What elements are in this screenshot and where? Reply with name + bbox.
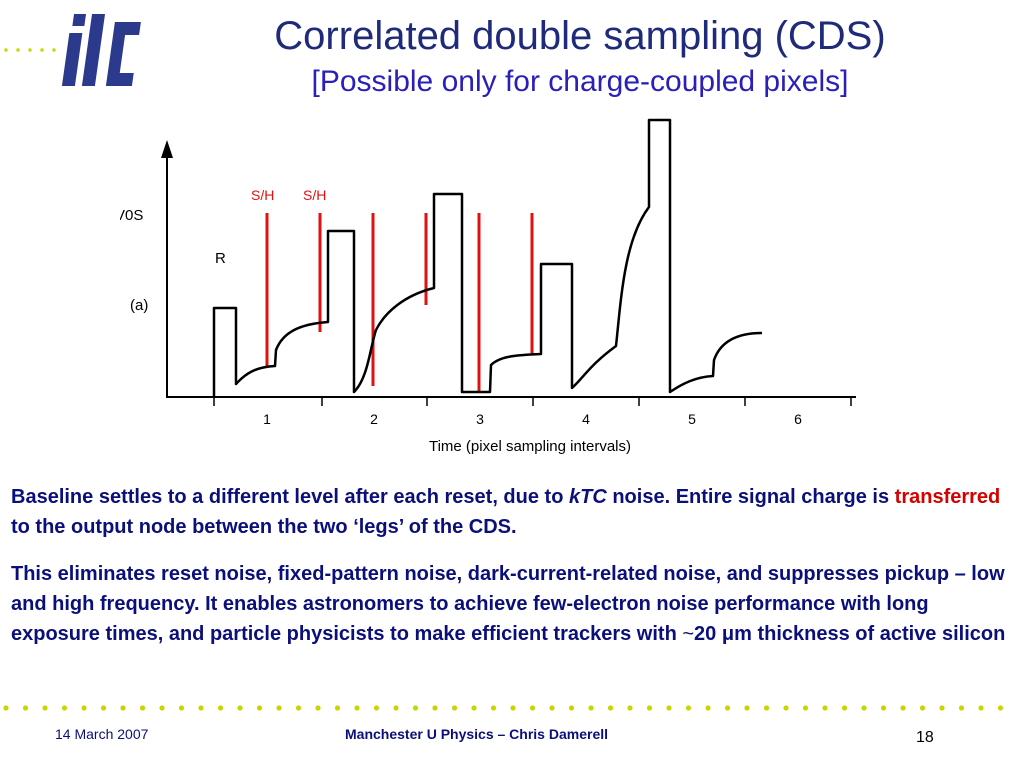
separator-dot <box>61 705 68 711</box>
separator-dot <box>159 705 165 711</box>
separator-dot <box>393 705 399 711</box>
separator-dot <box>627 705 633 711</box>
separator-dot <box>354 705 360 711</box>
x-tick-label: 3 <box>476 411 484 427</box>
separator-dot <box>432 705 438 711</box>
sh-label-1: S/H <box>251 187 274 203</box>
separator-dot <box>3 705 9 711</box>
text-run: noise. Entire signal charge is <box>606 486 895 508</box>
separator-dot <box>724 705 731 711</box>
x-tick-label: 1 <box>263 411 271 427</box>
footer-date: 14 March 2007 <box>55 726 149 742</box>
text-run: 20 <box>694 623 722 645</box>
separator-dot <box>744 705 750 711</box>
separator-dot <box>861 705 867 711</box>
footer-author: Manchester U Physics – Chris Damerell <box>345 726 609 742</box>
x-axis-dividers <box>213 397 852 406</box>
separator-dot <box>822 705 828 711</box>
reset-label: R <box>215 250 226 267</box>
page-number: 18 <box>916 729 934 746</box>
separator-dot <box>880 705 887 711</box>
separator-dot <box>198 705 204 711</box>
footer-dot-separator <box>3 705 1004 711</box>
separator-dot <box>373 705 380 711</box>
text-run: Baseline settles to a different level af… <box>11 486 569 508</box>
separator-dot <box>412 705 419 711</box>
separator-dot <box>939 705 945 711</box>
y-axis-arrow <box>161 140 173 158</box>
x-axis-label: Time (pixel sampling intervals) <box>429 438 631 455</box>
separator-dot <box>217 705 224 711</box>
slide-title: Correlated double sampling (CDS) <box>274 14 886 58</box>
separator-dot <box>490 705 497 711</box>
separator-dot <box>705 705 711 711</box>
separator-dot <box>919 705 926 711</box>
paragraph-noise: This eliminates reset noise, fixed-patte… <box>11 559 1011 649</box>
separator-dot <box>334 705 341 711</box>
separator-dot <box>295 705 302 711</box>
separator-dot <box>178 705 185 711</box>
x-tick-label: 5 <box>688 411 696 427</box>
separator-dot <box>666 705 672 711</box>
separator-dot <box>81 705 87 711</box>
text-run: This eliminates reset noise, fixed-patte… <box>11 563 1005 645</box>
separator-dot <box>978 705 984 711</box>
tilde-symbol: ~ <box>682 623 695 645</box>
separator-dot <box>549 705 555 711</box>
separator-dot <box>646 705 653 711</box>
x-tick-label: 4 <box>582 411 590 427</box>
separator-dot <box>783 705 789 711</box>
separator-dot <box>841 705 848 711</box>
separator-dot <box>120 705 126 711</box>
paragraph-baseline: Baseline settles to a different level af… <box>11 482 1011 542</box>
x-tick-label: 6 <box>794 411 802 427</box>
text-run: m thickness of active silicon <box>734 623 1006 645</box>
x-tick-label: 2 <box>370 411 378 427</box>
logo-text: ilc <box>0 0 15 4</box>
separator-dot <box>139 705 146 711</box>
separator-dot <box>100 705 107 711</box>
slide-subtitle: [Possible only for charge-coupled pixels… <box>311 65 849 98</box>
separator-dot <box>42 705 48 711</box>
separator-dot <box>315 705 321 711</box>
x-tick-labels: 1 2 3 4 5 6 <box>263 411 802 427</box>
panel-label: (a) <box>130 297 148 314</box>
y-axis-label: V0S <box>120 207 143 224</box>
sh-label-2: S/H <box>303 187 326 203</box>
separator-dot <box>451 705 458 711</box>
separator-dot <box>471 705 477 711</box>
separator-dot <box>588 705 594 711</box>
micro-symbol: μ <box>721 623 735 645</box>
separator-dot <box>900 705 906 711</box>
cds-waveform <box>212 118 763 396</box>
cds-waveform-figure: V0S (a) R S/H S/H 1 2 3 4 5 6 Time (pixe… <box>120 118 856 455</box>
separator-dot <box>568 705 575 711</box>
ilc-logo: ilc <box>0 0 141 86</box>
separator-dot <box>958 705 965 711</box>
separator-dot <box>802 705 809 711</box>
ktc-term: kTC <box>568 486 607 508</box>
separator-dot <box>237 705 243 711</box>
text-run: to the output node between the two ‘legs… <box>11 516 517 538</box>
transferred-highlight: transferred <box>894 486 1001 508</box>
separator-dot <box>510 705 516 711</box>
separator-dot <box>256 705 263 711</box>
separator-dot <box>529 705 536 711</box>
separator-dot <box>763 705 770 711</box>
separator-dot <box>22 705 29 711</box>
separator-dot <box>685 705 692 711</box>
separator-dot <box>997 705 1004 711</box>
separator-dot <box>276 705 282 711</box>
separator-dot <box>607 705 614 711</box>
